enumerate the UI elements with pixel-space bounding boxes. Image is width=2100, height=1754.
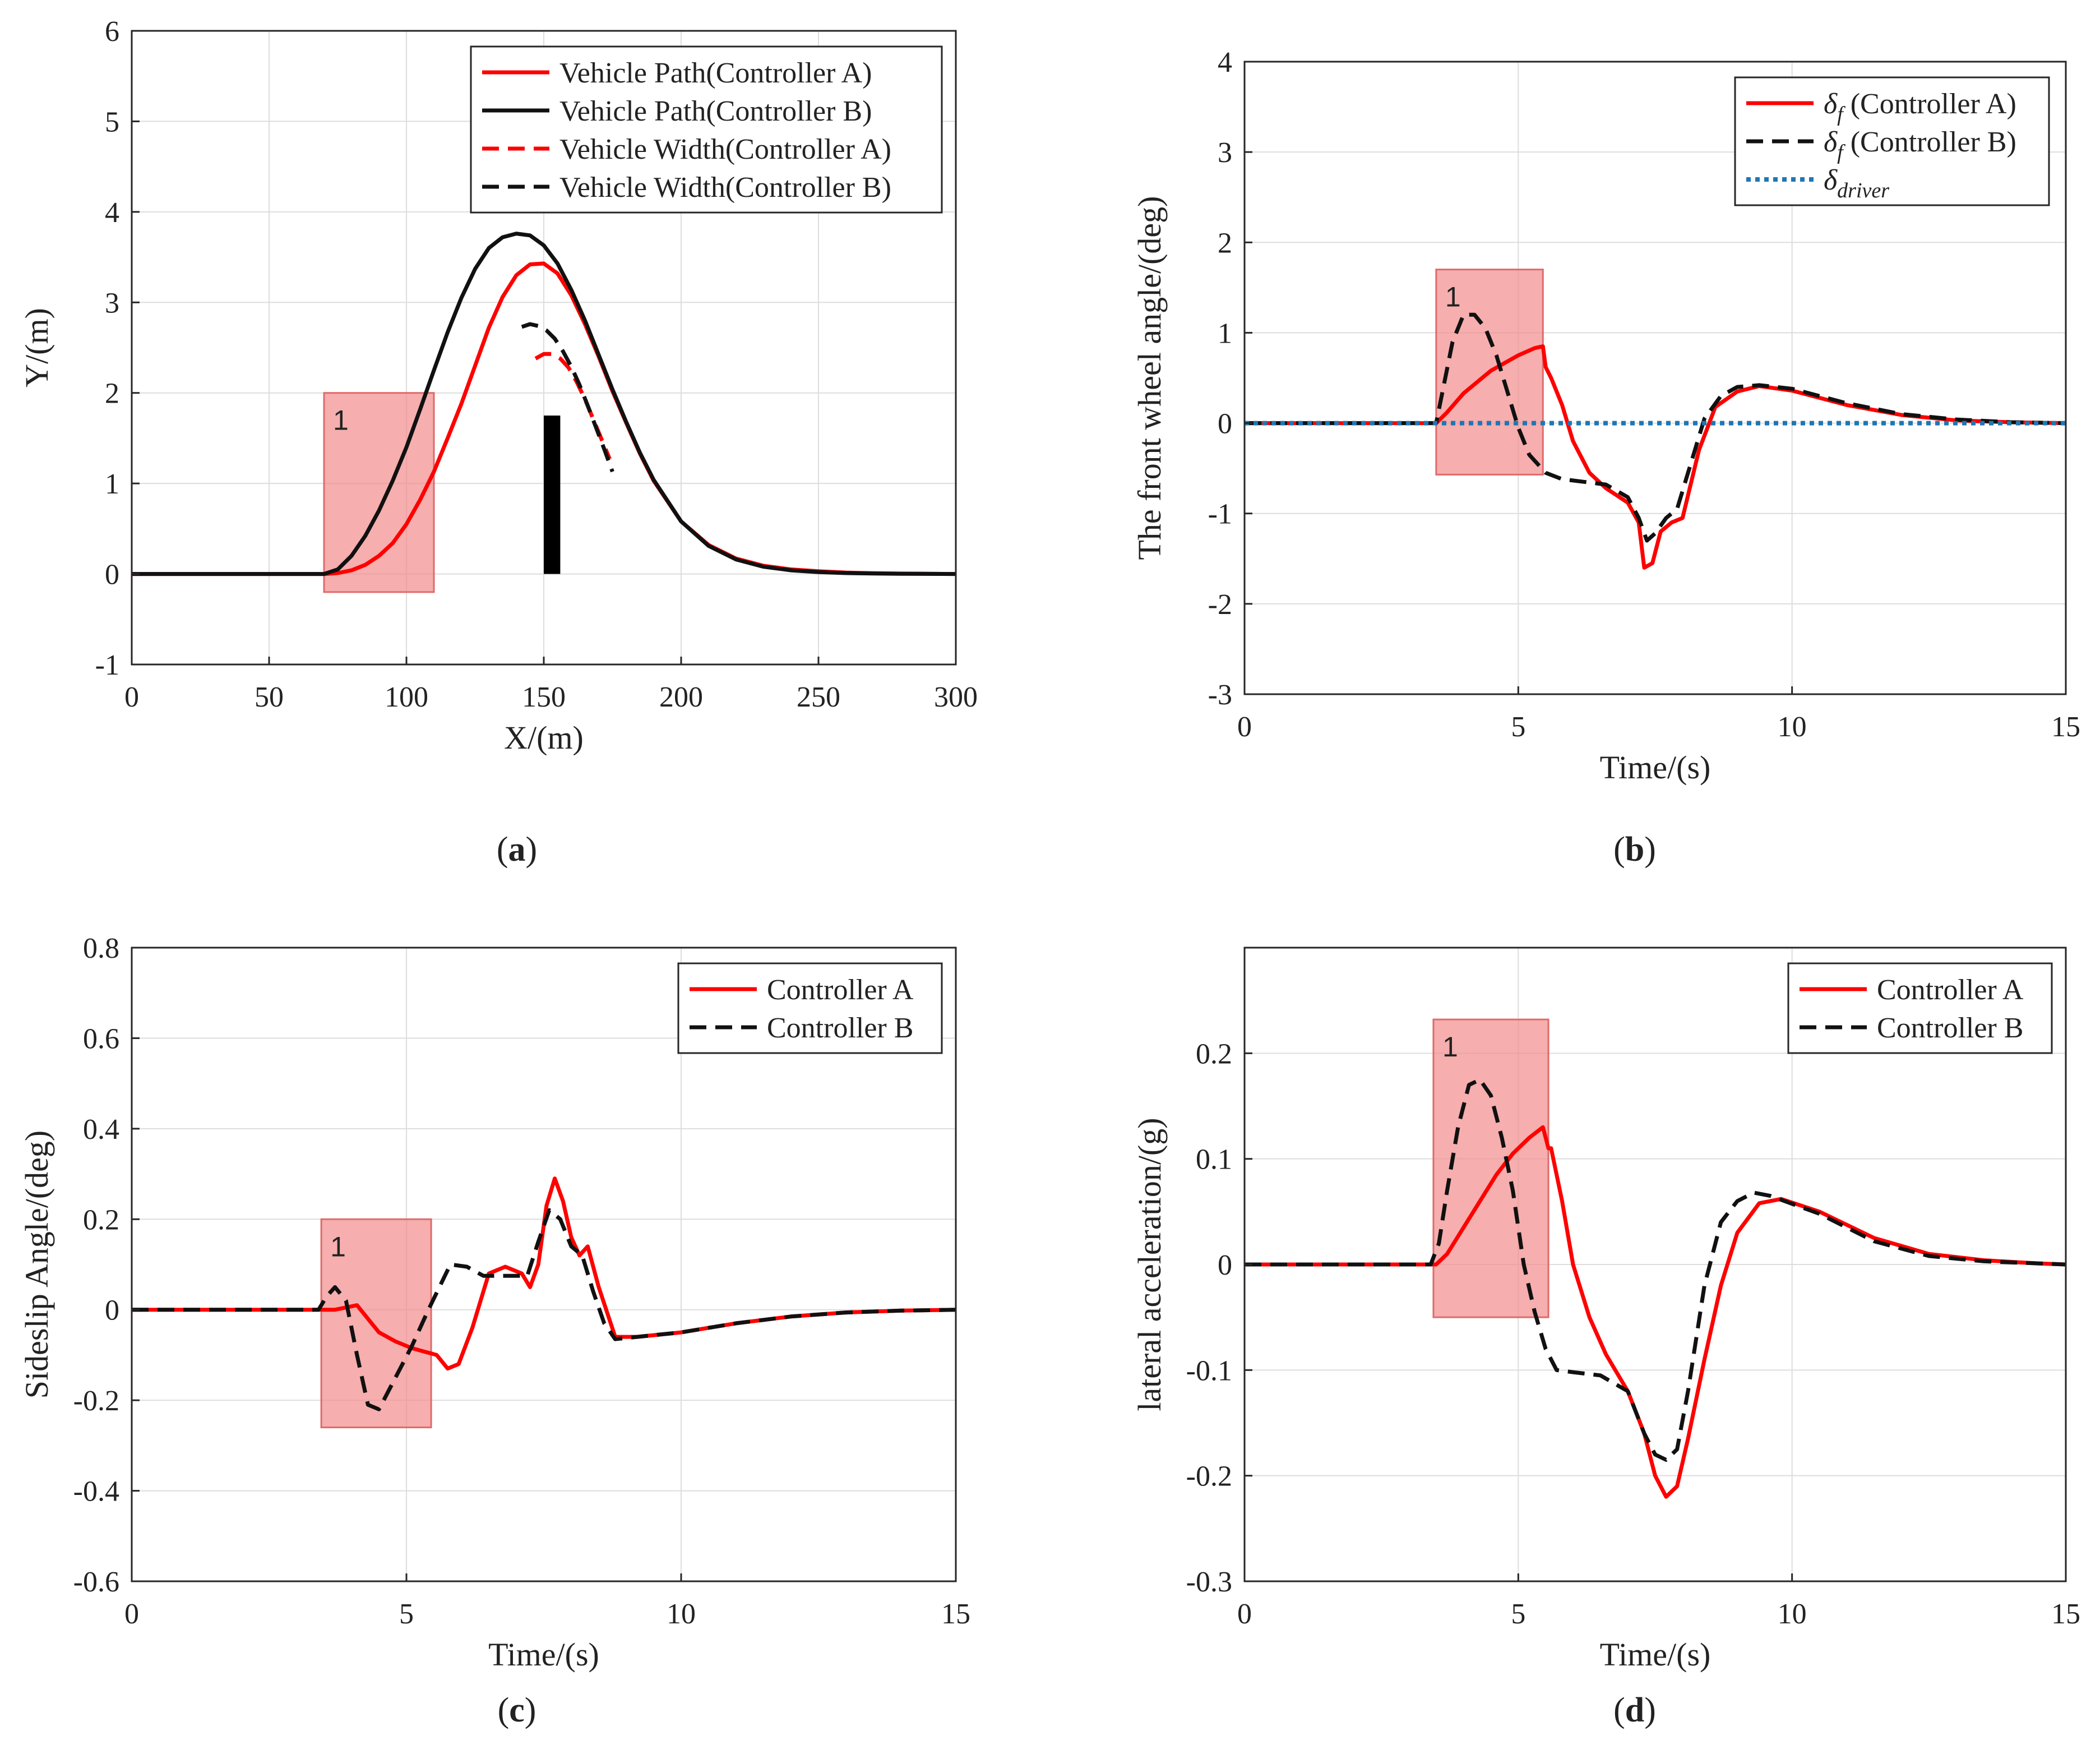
- legend-box: [677, 962, 943, 1054]
- y-tick-label: -0.3: [1186, 1566, 1232, 1598]
- axes-box: [131, 947, 957, 1582]
- x-tick-label: 0: [124, 1598, 139, 1630]
- series-line-2: [132, 232, 956, 576]
- x-tick-label: 100: [385, 681, 428, 713]
- panel-label: (d): [1613, 1691, 1656, 1729]
- x-tick-label: 300: [934, 681, 978, 713]
- x-axis-label: Time/(s): [1600, 749, 1711, 786]
- chart-panel-a: 10 50 100 150 200 250 300-10123456X/(m)Y/(m)Ve…: [18, 16, 978, 869]
- x-tick-label: 0: [124, 681, 139, 713]
- legend-box: [1787, 962, 2053, 1054]
- y-tick-label: 3: [1218, 137, 1232, 169]
- legend-entry-2: Controller B: [1877, 1012, 2023, 1044]
- highlight-label: 1: [333, 405, 349, 436]
- y-tick-label: -0.4: [73, 1476, 119, 1508]
- legend-entry-2: Vehicle Path(Controller B): [559, 95, 872, 127]
- y-axis-label: The front wheel angle/(deg): [1131, 196, 1168, 560]
- y-tick-label: 0.4: [83, 1114, 119, 1146]
- legend-entry-3: Vehicle Width(Controller A): [559, 133, 891, 165]
- y-tick-label: 3: [105, 287, 119, 319]
- x-tick-label: 5: [399, 1598, 414, 1630]
- highlight-region: [323, 392, 435, 593]
- legend-entry-2: δf (Controller B): [1824, 126, 2016, 164]
- x-tick-label: 10: [1778, 1598, 1807, 1630]
- y-tick-label: 4: [1218, 47, 1232, 79]
- highlight-label: 1: [1442, 1031, 1458, 1063]
- legend-entry-2: Controller B: [767, 1012, 913, 1044]
- y-axis-label: Y/(m): [18, 308, 55, 387]
- legend-entry-1: δf (Controller A): [1824, 88, 2016, 126]
- x-axis-label: Time/(s): [488, 1636, 599, 1673]
- y-tick-label: 0: [1218, 408, 1232, 440]
- y-tick-label: -1: [95, 649, 119, 681]
- legend-entry-3: δdriver: [1824, 164, 1889, 202]
- y-tick-label: 0.2: [83, 1204, 119, 1236]
- panel-label: (b): [1613, 830, 1656, 869]
- y-tick-label: 5: [105, 106, 119, 138]
- panel-label: (a): [497, 830, 537, 869]
- y-tick-label: 0.2: [1196, 1038, 1232, 1070]
- y-tick-label: 0.1: [1196, 1144, 1232, 1176]
- y-axis-label: Sideslip Angle/(deg): [18, 1130, 55, 1398]
- legend-entry-1: Controller A: [767, 974, 914, 1006]
- obstacle-block: [544, 416, 561, 574]
- y-tick-label: 0: [1218, 1249, 1232, 1281]
- y-tick-label: 2: [105, 378, 119, 410]
- x-tick-label: 5: [1511, 711, 1525, 743]
- y-tick-label: 6: [105, 16, 119, 48]
- y-tick-label: -0.2: [73, 1385, 119, 1417]
- panel-label: (c): [498, 1691, 536, 1729]
- x-tick-label: 50: [255, 681, 284, 713]
- x-tick-label: 10: [667, 1598, 696, 1630]
- x-tick-label: 0: [1237, 1598, 1252, 1630]
- y-tick-label: -0.2: [1186, 1461, 1232, 1493]
- highlight-label: 1: [330, 1231, 346, 1262]
- series-line-2: [1245, 312, 2066, 543]
- x-axis-label: Time/(s): [1600, 1636, 1711, 1673]
- axes-box: [1243, 61, 2067, 695]
- x-tick-label: 15: [941, 1598, 970, 1630]
- x-tick-label: 15: [2051, 711, 2080, 743]
- chart-panel-c: 10 5 10 15-0.6-0.4-0.200.20.40.60.8Time/(s)…: [18, 933, 970, 1729]
- y-axis-label: lateral acceleration/(g): [1131, 1118, 1168, 1411]
- series-line-1: [132, 1176, 956, 1371]
- legend-entry-1: Vehicle Path(Controller A): [559, 57, 872, 89]
- x-axis-label: X/(m): [504, 719, 584, 756]
- highlight-label: 1: [1445, 281, 1461, 313]
- y-tick-label: -0.1: [1186, 1355, 1232, 1387]
- series-line-1: [1245, 1125, 2066, 1499]
- series-line-2: [1245, 1077, 2066, 1462]
- y-tick-label: 4: [105, 197, 119, 229]
- y-tick-label: -0.6: [73, 1566, 119, 1598]
- legend-entry-1: Controller A: [1877, 974, 2024, 1006]
- x-tick-label: 10: [1778, 711, 1807, 743]
- y-tick-label: 1: [105, 468, 119, 500]
- x-tick-label: 0: [1237, 711, 1252, 743]
- y-tick-label: 2: [1218, 227, 1232, 259]
- x-tick-label: 5: [1511, 1598, 1525, 1630]
- y-tick-label: -3: [1208, 679, 1232, 711]
- x-tick-label: 150: [522, 681, 566, 713]
- x-tick-label: 15: [2051, 1598, 2080, 1630]
- series-line-2: [132, 1208, 956, 1411]
- y-tick-label: 0: [105, 1295, 119, 1327]
- y-tick-label: 0: [105, 559, 119, 591]
- series-line-4: [521, 322, 614, 473]
- x-tick-label: 250: [797, 681, 840, 713]
- y-tick-label: 0.8: [83, 933, 119, 964]
- y-tick-label: 1: [1218, 317, 1232, 349]
- chart-panel-d: 10 5 10 15-0.3-0.2-0.100.10.2Time/(s)latera…: [1131, 947, 2080, 1729]
- y-tick-label: 0.6: [83, 1023, 119, 1055]
- y-tick-label: -1: [1208, 498, 1232, 530]
- legend-entry-4: Vehicle Width(Controller B): [559, 172, 891, 204]
- x-tick-label: 200: [659, 681, 703, 713]
- y-tick-label: -2: [1208, 589, 1232, 621]
- highlight-region: [320, 1218, 432, 1429]
